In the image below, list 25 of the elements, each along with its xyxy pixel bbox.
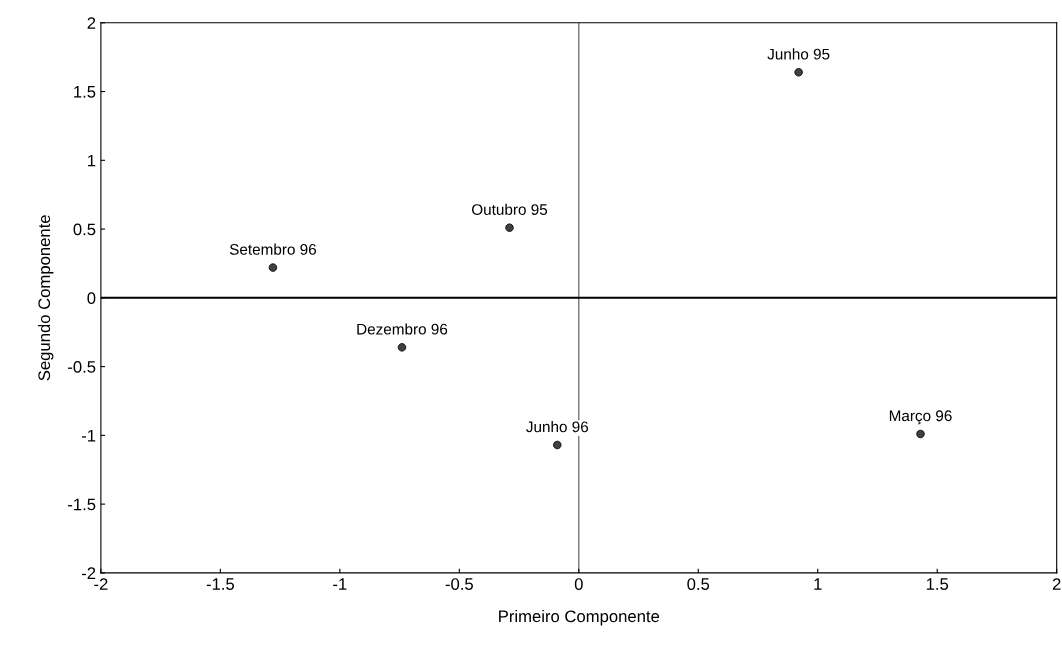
y-tick-label: 0.5 — [73, 223, 96, 236]
x-axis-title: Primeiro Componente — [499, 609, 660, 626]
x-tick-label: -0.5 — [445, 578, 473, 590]
annotation: Dezembro 96 — [357, 323, 448, 335]
annotation: Março 96 — [889, 410, 952, 425]
y-tick-label: 1.5 — [74, 86, 96, 98]
x-tick-label: -1 — [333, 578, 347, 590]
x-tick-label: 1.5 — [926, 578, 949, 590]
annotation: Junho 96 — [526, 421, 589, 433]
annotation: Outubro 95 — [472, 203, 548, 215]
y-tick-label: 1 — [88, 154, 96, 167]
x-tick-label: 0.5 — [687, 578, 710, 590]
x-tick-label: 0 — [574, 578, 583, 590]
y-tick-label: 0 — [87, 292, 96, 305]
y-tick-label: 2 — [87, 17, 96, 29]
y-tick-label: -1 — [81, 429, 96, 442]
annotation: Junho 95 — [767, 48, 830, 60]
y-tick-label: -2 — [81, 567, 96, 579]
y-tick-label: -0.5 — [68, 361, 96, 373]
x-tick-label: -1.5 — [206, 578, 235, 590]
y-tick-label: -1.5 — [68, 498, 96, 511]
x-tick-label: 1 — [814, 578, 822, 590]
y-axis-title: Segundo Componente — [37, 215, 54, 381]
x-tick-label: 2 — [1052, 578, 1061, 590]
annotation: Setembro 96 — [229, 243, 316, 255]
